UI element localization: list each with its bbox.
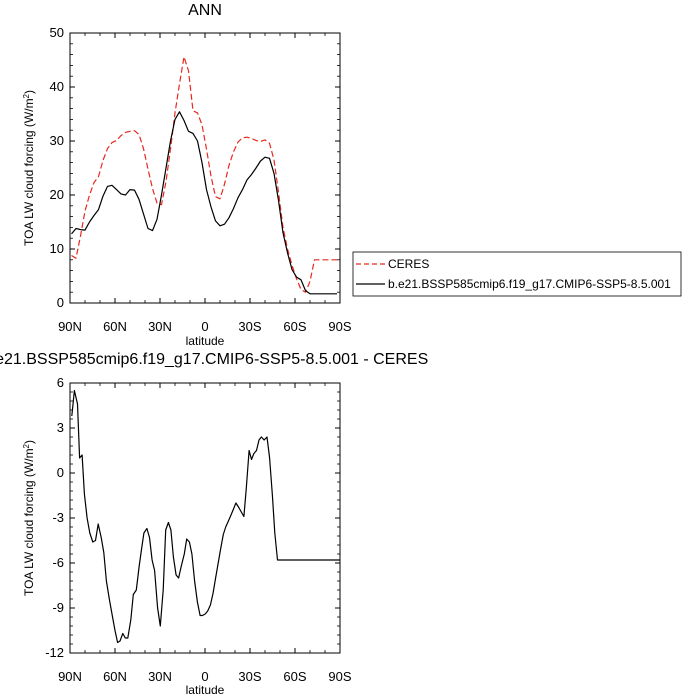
top-series-lines [71,56,337,295]
bottom-series-lines [71,389,340,644]
bottom-x-tick-label: 90S [328,669,351,684]
top-y-ticks: 0 10 20 30 40 50 [50,25,340,310]
top-series-line-1 [71,111,337,295]
bottom-x-tick-label: 0 [201,669,208,684]
legend-label-model: b.e21.BSSP585cmip6.f19_g17.CMIP6-SSP5-8.… [388,277,671,291]
bottom-y-axis-label: TOA LW cloud forcing (W/m2) [22,440,36,596]
bottom-x-ticks: 90N 60N 30N 0 30S 60S 90S [58,383,352,684]
bottom-chart-title: b.e21.BSSP585cmip6.f19_g17.CMIP6-SSP5-8.… [0,351,428,368]
bottom-series-line-0 [71,389,340,644]
top-plot-frame [69,32,341,304]
bottom-y-tick-label: -6 [52,555,64,570]
top-x-tick-label: 90N [58,319,82,334]
bottom-y-tick-label: 3 [57,420,64,435]
top-y-axis-label: TOA LW cloud forcing (W/m2) [22,90,36,246]
top-x-ticks: 90N 60N 30N 0 30S 60S 90S [58,33,352,334]
bottom-x-tick-label: 60S [283,669,306,684]
bottom-y-tick-label: -9 [52,600,64,615]
bottom-y-tick-label: -3 [52,510,64,525]
top-y-tick-label: 50 [50,25,64,40]
top-y-tick-label: 0 [57,295,64,310]
bottom-y-tick-label: 0 [57,465,64,480]
legend-label-ceres: CERES [388,257,429,271]
top-y-tick-label: 10 [50,241,64,256]
top-x-axis-label: latitude [186,334,225,348]
top-chart: ANN 0 10 20 30 40 50 90N 60N 30N 0 30S 60S 90S lati… [22,2,682,348]
bottom-x-tick-label: 90N [58,669,82,684]
top-x-tick-label: 30S [238,319,261,334]
bottom-chart: b.e21.BSSP585cmip6.f19_g17.CMIP6-SSP5-8.… [0,351,428,697]
legend-box [352,251,682,297]
top-y-tick-label: 30 [50,133,64,148]
top-y-tick-label: 40 [50,79,64,94]
bottom-y-ticks: -12 -9 -6 -3 0 3 6 [45,375,340,660]
top-x-tick-label: 0 [201,319,208,334]
bottom-y-tick-label: 6 [57,375,64,390]
bottom-x-tick-label: 60N [103,669,127,684]
top-x-tick-label: 30N [148,319,172,334]
bottom-x-tick-label: 30S [238,669,261,684]
bottom-y-tick-label: -12 [45,645,64,660]
legend: CERES b.e21.BSSP585cmip6.f19_g17.CMIP6-S… [352,251,682,297]
top-x-tick-label: 60S [283,319,306,334]
top-y-tick-label: 20 [50,187,64,202]
top-series-line-0 [71,56,337,293]
bottom-x-tick-label: 30N [148,669,172,684]
bottom-x-axis-label: latitude [186,683,225,697]
bottom-plot-frame [69,382,341,654]
top-chart-title: ANN [188,2,222,19]
top-x-tick-label: 90S [328,319,351,334]
top-x-tick-label: 60N [103,319,127,334]
